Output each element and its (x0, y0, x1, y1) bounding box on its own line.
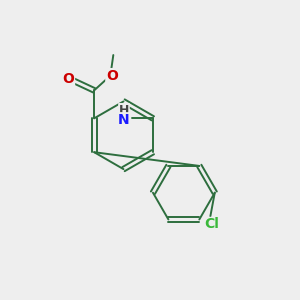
Text: Cl: Cl (204, 218, 219, 232)
Text: N: N (118, 113, 130, 127)
Text: H: H (119, 103, 129, 117)
Text: O: O (106, 69, 118, 83)
Text: O: O (63, 72, 74, 86)
